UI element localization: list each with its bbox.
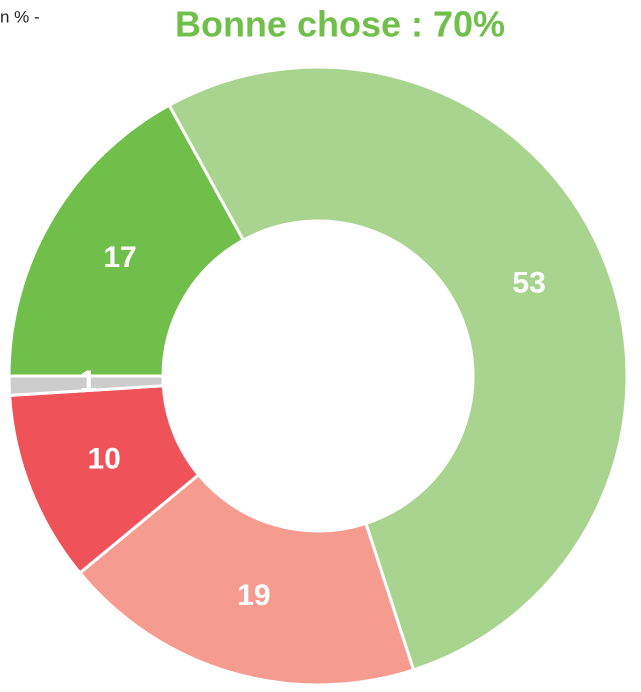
donut-slice: [7, 103, 246, 378]
donut-slice: [167, 65, 629, 672]
data-label: 19: [237, 579, 270, 612]
data-label: 1: [80, 365, 97, 398]
chart-title: Bonne chose : 70%: [175, 4, 505, 45]
data-label: 17: [103, 241, 136, 274]
data-label: 53: [512, 267, 545, 300]
chart-subtitle: n % -: [0, 7, 40, 26]
data-label: 10: [87, 443, 120, 476]
donut-slice: [77, 472, 416, 687]
